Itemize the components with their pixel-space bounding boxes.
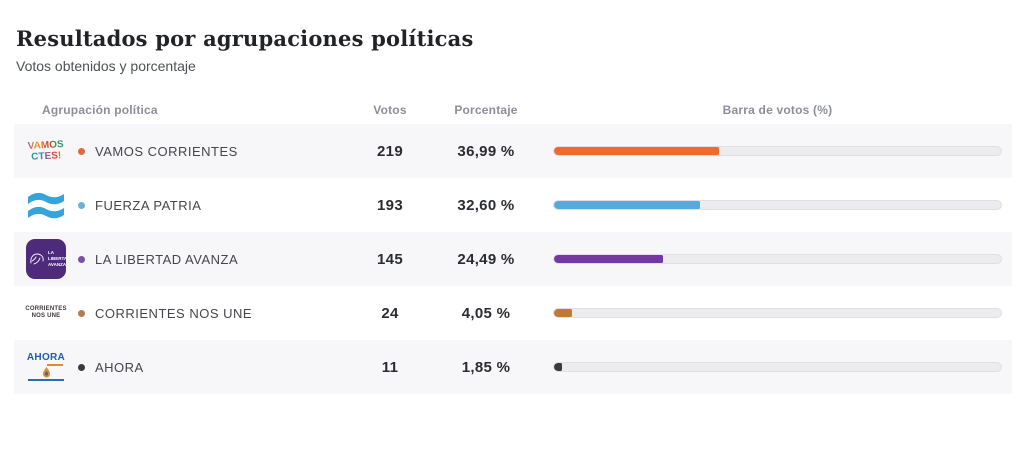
votes-bar-cell <box>526 362 1012 372</box>
party-color-dot <box>78 363 85 371</box>
party-logo-cell: VAMOS CTES! <box>14 139 78 162</box>
party-name-cell: FUERZA PATRIA <box>78 198 334 213</box>
page-subtitle: Votos obtenidos y porcentaje <box>16 58 196 74</box>
bar-fill <box>554 309 573 317</box>
party-name: FUERZA PATRIA <box>95 197 202 213</box>
party-color-dot <box>78 309 85 317</box>
party-name: CORRIENTES NOS UNE <box>95 305 253 321</box>
votes-value: 24 <box>381 304 399 322</box>
table-row: CORRIENTES NOS UNE CORRIENTES NOS UNE 24… <box>14 286 1012 340</box>
vamos-logo-line2: CTES! <box>25 149 67 163</box>
table-header: Agrupación política Votos Porcentaje Bar… <box>14 96 1012 124</box>
table-row: FUERZA PATRIA 193 32,60 % <box>14 178 1012 232</box>
party-color-dot <box>78 255 85 263</box>
party-name-cell: LA LIBERTAD AVANZA <box>78 252 334 267</box>
bar-fill <box>554 255 664 263</box>
ahora-logo: AHORA <box>26 353 66 381</box>
corrientes-nos-une-logo: CORRIENTES NOS UNE <box>22 306 70 321</box>
party-name: VAMOS CORRIENTES <box>95 143 238 159</box>
votes-bar-cell <box>526 308 1012 318</box>
ahora-logo-word: AHORA <box>26 352 66 363</box>
votes-value: 193 <box>377 196 403 214</box>
party-logo-cell: AHORA <box>14 353 78 381</box>
percentage-value: 4,05 % <box>461 304 511 322</box>
party-color-dot <box>78 147 85 155</box>
la-libertad-avanza-logo: LA LIBERTAD AVANZA <box>26 239 71 279</box>
lla-logo-text: LA LIBERTAD AVANZA <box>48 250 71 267</box>
party-logo-cell: CORRIENTES NOS UNE <box>14 306 78 321</box>
table-row: LA LIBERTAD AVANZA LA LIBERTAD AVANZA 14… <box>14 232 1012 286</box>
party-name: LA LIBERTAD AVANZA <box>95 251 239 267</box>
page-title: Resultados por agrupaciones políticas <box>16 26 474 51</box>
header-votes: Votos <box>373 103 407 117</box>
votes-bar-cell <box>526 146 1012 156</box>
votes-bar-cell <box>526 254 1012 264</box>
ahora-logo-underline <box>28 379 64 381</box>
party-name-cell: AHORA <box>78 360 334 375</box>
fuerza-patria-logo <box>28 192 64 219</box>
bar-track <box>553 146 1002 156</box>
flame-icon <box>42 367 50 378</box>
votes-value: 219 <box>377 142 403 160</box>
party-logo-cell: LA LIBERTAD AVANZA <box>14 239 78 279</box>
ahora-logo-subline <box>47 364 63 366</box>
party-logo-cell <box>14 188 78 222</box>
percentage-value: 32,60 % <box>457 196 515 214</box>
results-table: Agrupación política Votos Porcentaje Bar… <box>14 96 1012 394</box>
table-row: VAMOS CTES! VAMOS CORRIENTES 219 36,99 % <box>14 124 1012 178</box>
percentage-value: 24,49 % <box>457 250 515 268</box>
bar-fill <box>554 201 700 209</box>
header-party: Agrupación política <box>42 103 158 117</box>
bar-fill <box>554 147 720 155</box>
bar-track <box>553 200 1002 210</box>
party-name: AHORA <box>95 359 144 375</box>
bar-track <box>553 308 1002 318</box>
votes-bar-cell <box>526 200 1012 210</box>
party-name-cell: CORRIENTES NOS UNE <box>78 306 334 321</box>
cnu-logo-line2: NOS UNE <box>31 313 61 319</box>
bar-track <box>553 254 1002 264</box>
party-name-cell: VAMOS CORRIENTES <box>78 144 334 159</box>
percentage-value: 36,99 % <box>457 142 515 160</box>
header-bar: Barra de votos (%) <box>722 103 833 117</box>
vamos-corrientes-logo: VAMOS CTES! <box>24 139 67 162</box>
votes-value: 11 <box>381 358 399 376</box>
cnu-logo-line1: CORRIENTES <box>25 305 67 312</box>
header-percentage: Porcentaje <box>454 103 518 117</box>
table-row: AHORA AHORA 11 1,85 % <box>14 340 1012 394</box>
party-color-dot <box>78 201 85 209</box>
votes-value: 145 <box>377 250 403 268</box>
lion-icon <box>30 253 44 264</box>
bar-fill <box>554 363 563 371</box>
percentage-value: 1,85 % <box>461 358 511 376</box>
bar-track <box>553 362 1002 372</box>
